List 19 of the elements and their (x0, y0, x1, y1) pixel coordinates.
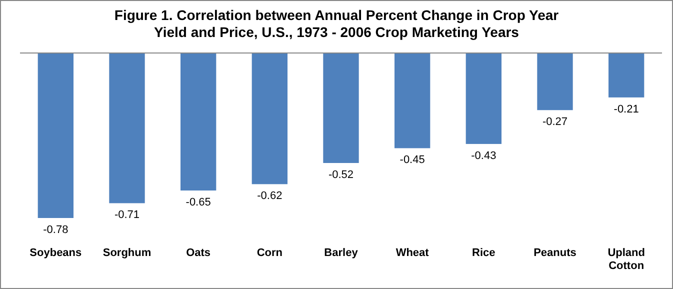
data-label: -0.45 (400, 154, 425, 166)
data-label: -0.43 (471, 150, 496, 162)
x-tick-label: Wheat (396, 247, 430, 259)
x-tick-label: Sorghum (102, 247, 152, 259)
data-label: -0.52 (328, 169, 354, 181)
x-tick-label: Upland Cotton (608, 247, 645, 272)
x-tick-label: Peanuts (534, 247, 576, 259)
data-label: -0.27 (542, 116, 568, 128)
data-label: -0.71 (114, 209, 140, 222)
x-tick-label: Oats (186, 247, 211, 259)
x-tick-label: Barley (324, 247, 359, 259)
data-label: -0.62 (257, 190, 282, 202)
x-tick-label: Corn (256, 247, 283, 259)
chart-title: Figure 1. Correlation between Annual Percent Change in Crop Year Yield and Price, U.S., 1973 - 2006 Crop Marketing Years (114, 7, 560, 40)
x-tick-label: Soybeans (30, 247, 82, 259)
data-label: -0.65 (186, 196, 211, 208)
x-tick-label: Rice (472, 247, 496, 259)
data-label: -0.21 (614, 103, 639, 116)
data-label: -0.78 (43, 224, 68, 236)
